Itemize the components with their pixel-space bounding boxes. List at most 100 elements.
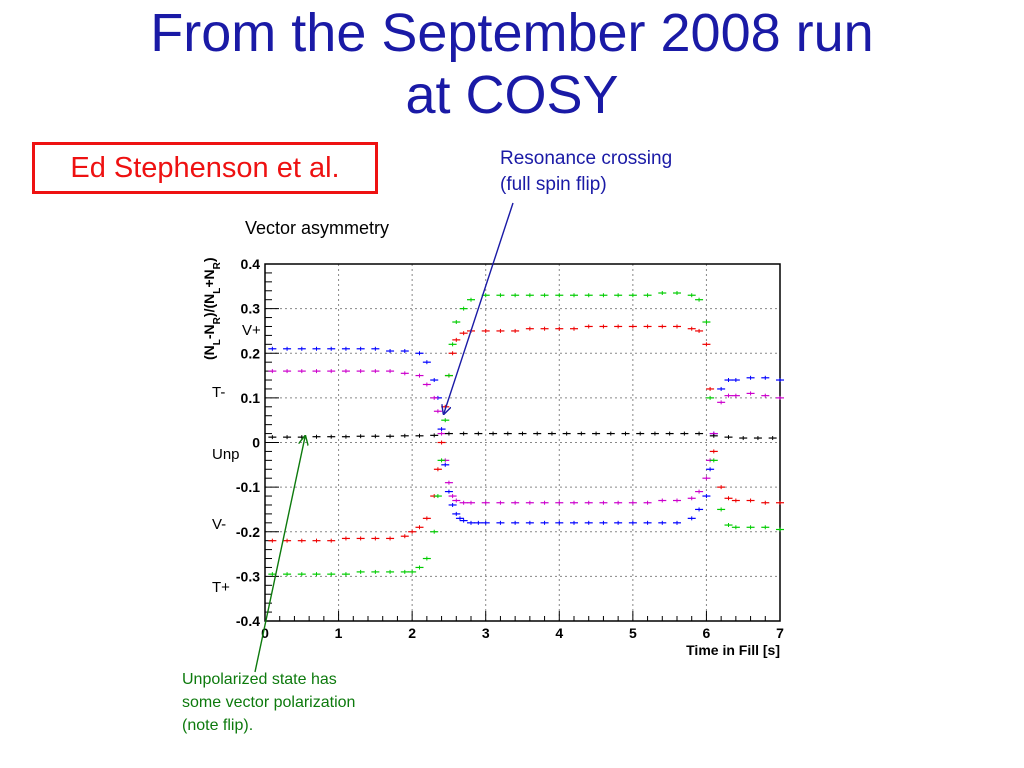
data-point <box>776 500 784 505</box>
data-point <box>606 431 615 436</box>
data-series <box>268 324 784 543</box>
data-point <box>709 458 718 463</box>
y-tick-label: 0 <box>252 435 260 451</box>
data-point <box>643 520 652 525</box>
data-point <box>731 378 740 383</box>
data-point <box>673 324 681 329</box>
data-point <box>731 498 740 503</box>
data-point <box>430 395 439 400</box>
unpolarized-arrow <box>254 437 305 673</box>
annotation-unpolarized: Unpolarized state has some vector polari… <box>182 668 355 737</box>
x-tick-label: 1 <box>335 625 343 641</box>
data-point <box>371 536 380 541</box>
data-point <box>327 572 336 577</box>
data-point <box>341 572 350 577</box>
data-point <box>673 520 681 525</box>
data-point <box>341 434 350 439</box>
data-point <box>599 500 608 505</box>
data-point <box>430 433 439 438</box>
data-point <box>448 342 457 347</box>
resonance-arrow <box>444 202 514 413</box>
data-point <box>474 431 483 436</box>
data-point <box>562 431 571 436</box>
data-point <box>496 500 505 505</box>
data-point <box>680 431 689 436</box>
axis-ticks: 0 1 2 3 4 5 6 7 -0.4 -0.3 -0.2 -0.1 0 0.1 0.2 0.3 0.4 <box>236 256 784 641</box>
data-point <box>268 435 277 440</box>
y-tick-label: 0.2 <box>241 345 261 361</box>
data-point <box>628 324 637 329</box>
data-point <box>643 293 652 298</box>
data-point <box>577 431 586 436</box>
data-point <box>268 369 277 374</box>
data-point <box>496 520 505 525</box>
slide-title-line2: at COSY <box>405 65 619 125</box>
data-point <box>268 538 277 543</box>
data-point <box>297 369 306 374</box>
data-point <box>371 346 380 351</box>
state-label-tplus: T+ <box>212 579 230 596</box>
data-point <box>312 369 321 374</box>
data-point <box>540 293 549 298</box>
y-tick-label: 0.3 <box>241 301 261 317</box>
data-point <box>422 360 431 365</box>
data-point <box>650 431 659 436</box>
data-point <box>695 489 704 494</box>
data-point <box>761 500 770 505</box>
data-point <box>268 346 277 351</box>
data-point <box>400 371 409 376</box>
data-point <box>283 346 292 351</box>
data-point <box>687 516 696 521</box>
data-point <box>584 293 593 298</box>
data-point <box>511 520 520 525</box>
data-point <box>452 498 461 503</box>
y-tick-label: 0.1 <box>241 390 261 406</box>
data-point <box>511 500 520 505</box>
data-point <box>687 496 696 501</box>
data-point <box>422 556 431 561</box>
annotation-unpolarized-line2: some vector polarization <box>182 694 356 711</box>
x-tick-label: 0 <box>261 625 269 641</box>
data-point <box>312 538 321 543</box>
data-point <box>441 418 450 423</box>
data-point <box>433 467 442 472</box>
data-point <box>283 435 292 440</box>
data-point <box>356 434 365 439</box>
x-tick-label: 7 <box>776 625 784 641</box>
data-point <box>695 431 704 436</box>
data-point <box>430 529 439 534</box>
data-point <box>400 534 409 539</box>
chart-title: Vector asymmetry <box>245 218 390 238</box>
data-point <box>636 431 645 436</box>
data-series <box>268 346 784 525</box>
data-point <box>658 291 667 296</box>
data-point <box>695 507 704 512</box>
annotation-resonance-line1: Resonance crossing <box>500 148 673 169</box>
y-tick-label: -0.1 <box>236 479 260 495</box>
data-point <box>503 431 512 436</box>
data-point <box>327 346 336 351</box>
data-point <box>533 431 542 436</box>
data-point <box>386 434 395 439</box>
data-point <box>327 538 336 543</box>
data-point <box>415 373 424 378</box>
y-tick-label: -0.2 <box>236 524 260 540</box>
data-point <box>614 293 623 298</box>
data-point <box>555 293 564 298</box>
data-point <box>709 433 718 438</box>
data-point <box>444 489 453 494</box>
data-point <box>614 520 623 525</box>
slide-title-line1: From the September 2008 run <box>150 3 874 63</box>
data-point <box>776 395 784 400</box>
data-point <box>400 349 409 354</box>
data-point <box>702 476 711 481</box>
data-point <box>448 494 457 499</box>
data-point <box>459 518 468 523</box>
data-point <box>452 337 461 342</box>
data-point <box>408 569 417 574</box>
data-point <box>687 326 696 331</box>
data-point <box>673 498 681 503</box>
data-point <box>695 328 704 333</box>
x-tick-label: 3 <box>482 625 490 641</box>
